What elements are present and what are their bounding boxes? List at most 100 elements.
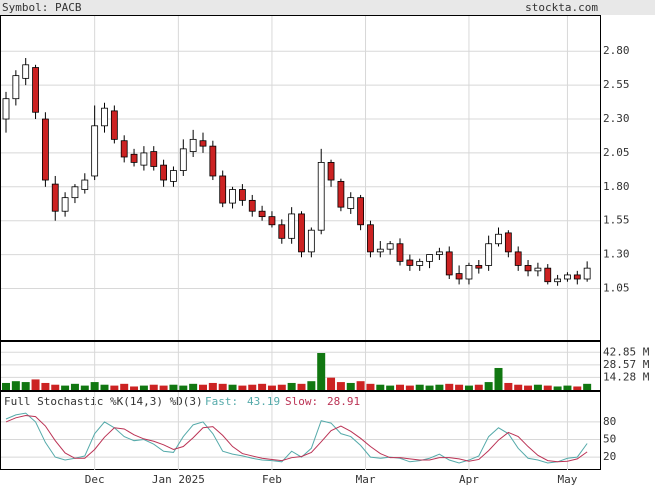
x-tick-label: May [558, 473, 578, 486]
candle-body [524, 265, 532, 272]
volume-bar [484, 382, 493, 390]
candle-body [51, 183, 59, 212]
candle-body [347, 197, 355, 209]
candle-body [179, 148, 187, 171]
volume-bar [267, 385, 276, 390]
candle-body [150, 151, 158, 167]
volume-bar [524, 385, 533, 390]
candle-body [307, 229, 315, 253]
y-tick-label: 2.05 [603, 146, 630, 159]
x-tick-label: Apr [459, 473, 479, 486]
candle-body [317, 162, 325, 231]
candle-body [81, 179, 89, 190]
candle-body [435, 251, 443, 255]
volume-bar [504, 382, 513, 390]
candle-body [376, 248, 384, 253]
volume-bar [100, 384, 109, 390]
volume-bar [248, 384, 257, 390]
site: stockta.com [525, 1, 598, 14]
volume-bar [51, 384, 60, 390]
stoch-title: Full Stochastic %K(14,3) %D(3) [4, 395, 203, 408]
volume-bar [474, 384, 483, 390]
volume-tick-label: 14.28 M [603, 370, 650, 383]
volume-bar [208, 382, 217, 390]
volume-bar [31, 379, 40, 390]
y-tick-label: 1.80 [603, 180, 630, 193]
stoch-tick-label: 80 [603, 415, 616, 428]
candle-body [160, 164, 168, 181]
volume-bar [189, 383, 198, 390]
candle-body [258, 210, 266, 218]
stoch-line [5, 412, 588, 464]
candle-body [91, 125, 99, 177]
y-tick-label: 1.30 [603, 248, 630, 261]
legend-value: 28.91 [327, 395, 360, 408]
candle-body [534, 267, 542, 272]
volume-bar [514, 384, 523, 390]
y-tick-label: 1.05 [603, 281, 630, 294]
volume-tick-label: 28.57 M [603, 358, 650, 371]
volume-bar [376, 384, 385, 390]
volume-bar [139, 385, 148, 390]
candle-body [248, 199, 256, 212]
stoch-line [5, 414, 588, 463]
volume-bar [455, 384, 464, 390]
volume-bar [41, 382, 50, 390]
x-tick-label: Mar [356, 473, 376, 486]
price-panel [0, 15, 601, 341]
candle-body [554, 278, 561, 283]
volume-bar [336, 382, 345, 390]
volume-bar [80, 385, 89, 390]
volume-bar [396, 384, 404, 390]
candle-body [485, 243, 493, 266]
candle-body [229, 189, 236, 204]
volume-bar [445, 383, 454, 390]
volume-bar [90, 382, 99, 390]
candle-body [455, 273, 463, 280]
candle-body [170, 170, 177, 182]
candle-body [199, 140, 207, 147]
volume-bar [435, 384, 444, 390]
volume-bar [11, 381, 20, 390]
x-tick-label: Dec [85, 473, 105, 486]
candle-body [209, 145, 217, 177]
volume-bar [307, 381, 316, 390]
candle-body [367, 224, 374, 253]
candle-body [42, 118, 49, 181]
candle-body [32, 67, 39, 113]
volume-bar [110, 385, 119, 390]
volume-bar [415, 384, 424, 390]
volume-bar [297, 383, 306, 390]
volume-bar [277, 384, 286, 390]
candle-body [386, 243, 394, 250]
legend-value: 43.19 [247, 395, 280, 408]
volume-bar [464, 385, 473, 390]
candle-body [219, 175, 227, 204]
y-tick-label: 2.55 [603, 78, 630, 91]
stoch-tick-label: 50 [603, 433, 616, 446]
volume-bar [159, 385, 168, 390]
stoch-panel [0, 391, 601, 470]
volume-bar [317, 353, 326, 390]
volume-bar [218, 383, 227, 390]
volume-bar [346, 382, 355, 390]
candle-body [298, 213, 305, 253]
candle-body [573, 274, 581, 280]
volume-bar [130, 386, 139, 390]
volume-bar [405, 385, 414, 390]
volume-bar [238, 385, 247, 390]
x-tick-label: Feb [262, 473, 282, 486]
candle-body [504, 232, 512, 253]
candle-body [140, 152, 148, 166]
volume-bar [386, 385, 395, 390]
x-tick-label: Jan 2025 [152, 473, 205, 486]
volume-bar [573, 386, 582, 390]
volume-tick-label: 42.85 M [603, 345, 650, 358]
candle-body [189, 138, 197, 152]
stoch-tick-label: 20 [603, 450, 616, 463]
volume-bar [563, 385, 572, 390]
candle-body [130, 153, 138, 163]
candle-body [327, 162, 335, 181]
candle-body [544, 267, 552, 283]
